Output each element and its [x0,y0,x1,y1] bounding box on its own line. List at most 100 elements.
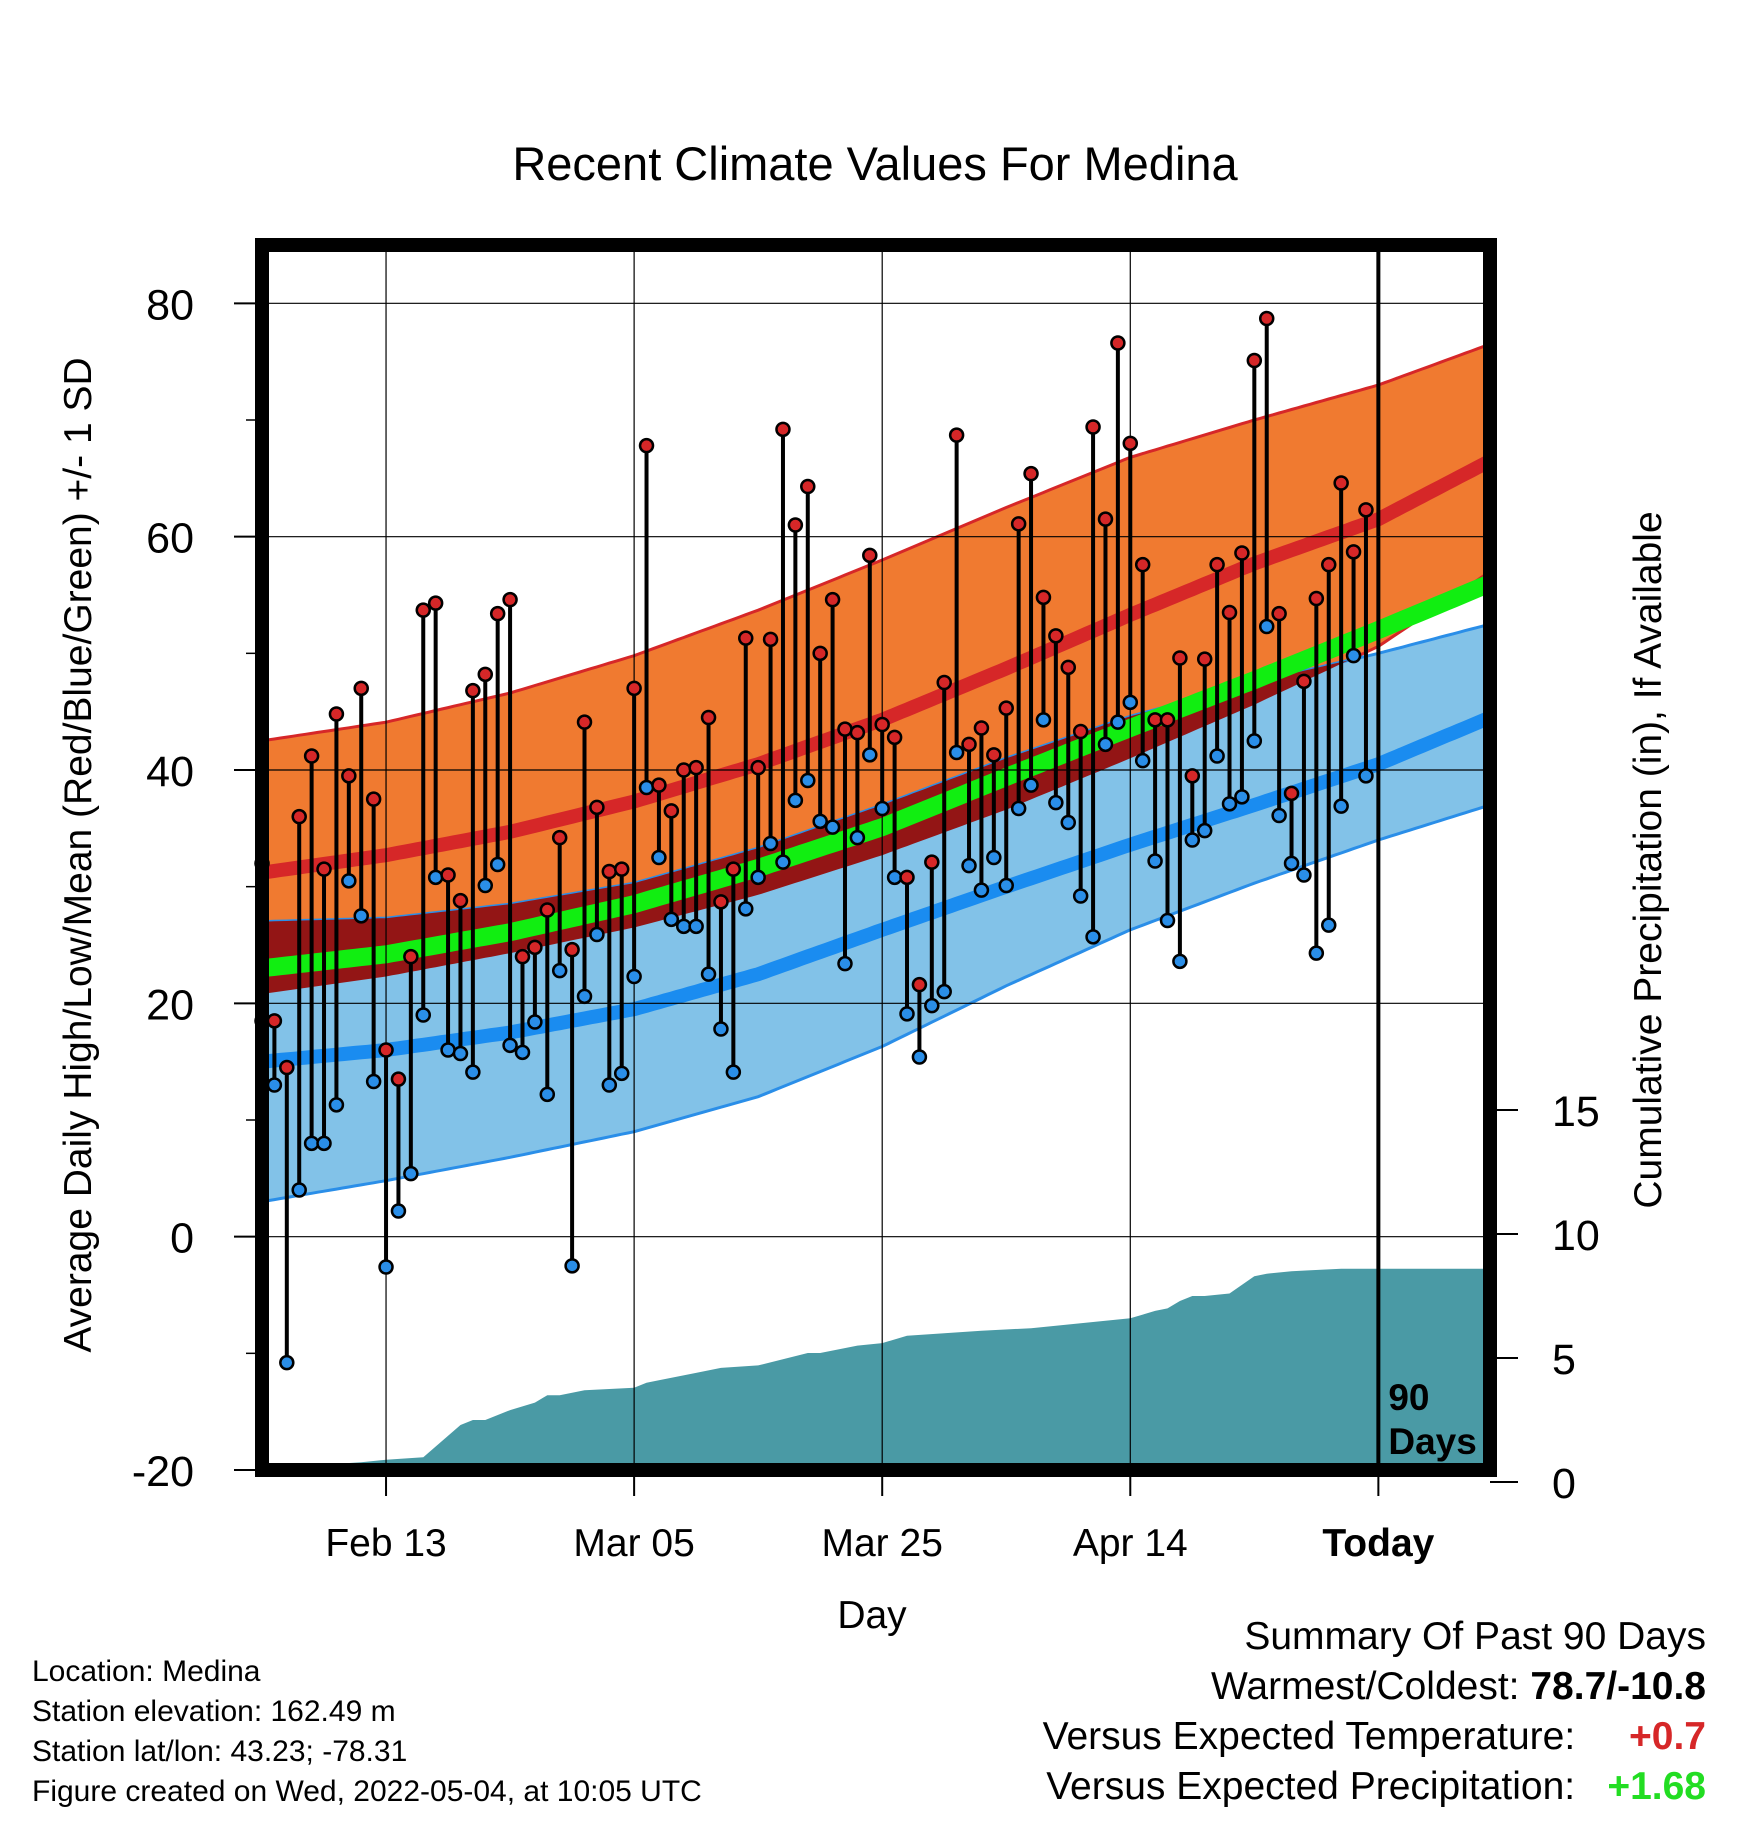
y-axis-label: Average Daily High/Low/Mean (Red/Blue/Gr… [57,357,100,1352]
low-point [1196,822,1213,839]
high-point [1283,785,1300,802]
high-point [700,709,717,726]
high-point [576,714,593,730]
y-tick-label: -20 [132,1448,194,1496]
low-point [725,1064,742,1080]
low-point [477,877,494,894]
low-point [415,1007,432,1023]
low-point [452,1045,469,1062]
created-text: Figure created on Wed, 2022-05-04, at 10… [32,1775,702,1808]
high-point [365,791,382,807]
high-point [899,869,915,886]
high-point [316,861,332,877]
low-point [576,988,593,1005]
temp-label: Versus Expected Temperature: [1042,1715,1576,1758]
high-point [688,759,704,776]
high-point [378,1042,394,1058]
high-point [812,645,828,662]
high-point [452,892,469,909]
warm-cold-label: Warmest/Coldest: [1211,1665,1520,1708]
low-point [303,1135,320,1152]
temp-row: Versus Expected Temperature: +0.7 [1043,1712,1706,1762]
location-text: Location: Medina [32,1655,261,1688]
low-point [1097,736,1114,753]
high-point [1072,723,1089,740]
low-point [403,1165,419,1182]
high-point [663,803,680,819]
precip-value: +1.68 [1607,1765,1706,1808]
high-point [762,631,779,648]
low-point [800,772,816,789]
low-point [874,800,890,817]
low-point [948,744,965,761]
y2-tick-label: 5 [1552,1336,1576,1384]
low-point [638,779,655,796]
high-point [328,706,345,722]
high-point [1035,589,1052,606]
high-point [1234,545,1250,561]
high-point [1172,650,1188,666]
low-normal-band [262,624,1490,1202]
high-point [1010,516,1027,532]
plot-frame [255,238,1497,1477]
high-point [800,478,816,495]
high-point [1308,590,1325,607]
high-point [403,948,419,965]
low-point [1308,945,1325,961]
low-point [1320,917,1337,933]
high-normal-band [262,344,1490,994]
low-point [936,983,952,1000]
high-point [973,720,990,736]
low-point [924,997,940,1014]
high-point [477,666,494,683]
low-point [1122,694,1139,711]
low-point [1258,618,1275,635]
y2-tick-label: 0 [1552,1460,1576,1508]
low-point [1172,953,1188,970]
low-point [266,1077,283,1093]
high-point [626,680,642,697]
low-point [1234,789,1250,805]
high-point [527,939,543,956]
high-point [1209,556,1225,573]
low-point [291,1182,307,1198]
y2-tick-label: 10 [1552,1212,1600,1260]
high-point [589,799,605,816]
high-point [1134,556,1151,573]
high-point [1085,419,1101,435]
low-point [539,1086,556,1103]
station-info: Location: Medina Station elevation: 162.… [32,1652,702,1812]
low-point [465,1064,481,1080]
low-point [341,873,357,889]
low-point [1035,712,1052,728]
low-point [601,1077,618,1093]
high-point [279,1059,295,1076]
low-point [862,747,878,763]
high-point [303,748,320,764]
low-point [688,918,704,935]
low-point [675,918,692,935]
high-point [1320,556,1337,573]
x-tick-label: Feb 13 [325,1522,446,1565]
latlon-text: Station lat/lon: 43.23; -78.31 [32,1735,408,1768]
high-point [502,591,518,608]
high-point [1221,604,1238,621]
high-point [638,437,655,454]
high-point [1122,435,1139,452]
low-point [775,854,791,870]
high-point [1333,475,1349,491]
high-point [390,1071,407,1087]
x-axis-label: Day [837,1594,907,1637]
high-point [775,421,791,438]
low-point [427,869,444,886]
y-tick-label: 40 [146,748,194,796]
chart-title: Recent Climate Values For Medina [512,137,1238,190]
elevation-text: Station elevation: 162.49 m [32,1695,396,1728]
low-point [973,882,990,898]
low-point [787,792,804,809]
summary-title: Summary Of Past 90 Days [1244,1615,1706,1658]
high-point [824,591,841,608]
high-point [986,747,1002,763]
low-point [986,849,1002,866]
high-point [1246,352,1263,369]
